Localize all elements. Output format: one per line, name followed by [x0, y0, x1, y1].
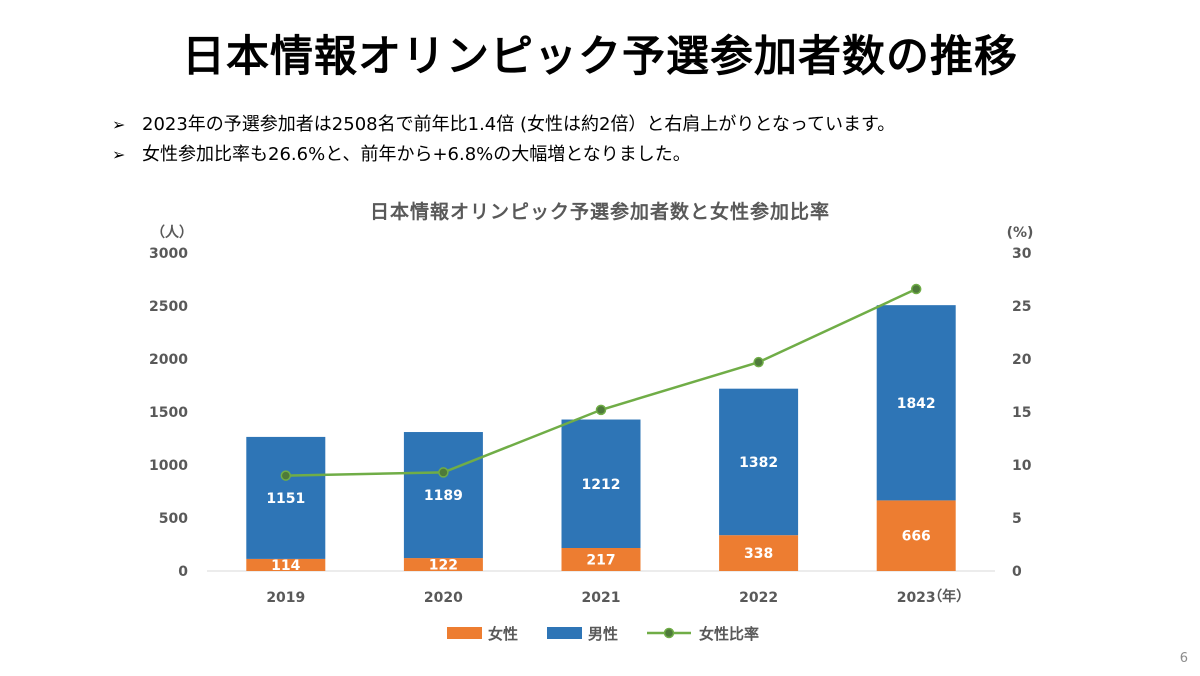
y-axis-left-tick-label: 1000 — [149, 458, 188, 474]
bar-female — [561, 547, 641, 571]
ratio-point — [910, 283, 922, 295]
bar-label-male: 1189 — [424, 488, 463, 504]
bullet-list: ➢ 2023年の予選参加者は2508名で前年比1.4倍 (女性は約2倍）と右肩上… — [112, 110, 895, 170]
y-axis-left-tick-label: 3000 — [149, 246, 188, 262]
y-axis-left-tick-label: 0 — [178, 564, 188, 580]
x-axis-tick-label: 2021 — [582, 590, 621, 606]
bar-label-male: 1151 — [266, 491, 305, 507]
bar-male — [719, 388, 799, 536]
bar-label-female: 217 — [586, 552, 615, 568]
bar-label-female: 114 — [271, 558, 300, 574]
y-axis-right-tick-label: 15 — [1012, 405, 1031, 421]
chart-ratio-line — [280, 283, 922, 481]
y-axis-right-label: (%) — [1007, 225, 1034, 241]
chart-legend: 女性 男性 女性比率 — [447, 625, 759, 643]
bar-male — [561, 419, 641, 548]
ratio-point — [438, 467, 449, 478]
legend-label: 男性 — [588, 625, 618, 643]
bullet-text: 2023年の予選参加者は2508名で前年比1.4倍 (女性は約2倍）と右肩上がり… — [142, 114, 896, 135]
y-axis-right-tick-label: 0 — [1012, 564, 1022, 580]
x-axis-tick-label: 2019 — [266, 590, 305, 606]
y-axis-left-tick-label: 500 — [159, 511, 188, 527]
bar-label-female: 338 — [744, 546, 773, 562]
slide-title: 日本情報オリンピック予選参加者数の推移 — [182, 32, 1018, 82]
chart-title: 日本情報オリンピック予選参加者数と女性参加比率 — [370, 200, 830, 223]
y-axis-right-tick-label: 10 — [1012, 458, 1032, 474]
x-axis-tick-label: 2020 — [424, 590, 463, 606]
bar-female — [246, 558, 326, 571]
chart-bars: 114 1151 122 1189 217 1212 338 1382 666 1842 — [246, 305, 956, 574]
y-axis-right-tick-label: 20 — [1012, 352, 1032, 368]
y-axis-right-tick-label: 25 — [1012, 299, 1031, 315]
legend-marker — [663, 627, 675, 639]
bullet-item: ➢ 女性参加比率も26.6%と、前年から+6.8%の大幅増となりました。 — [112, 140, 895, 170]
chart-axes: 0 500 1000 1500 2000 2500 3000 0 5 10 15 20 25 30 2019… — [149, 246, 1032, 606]
bar-label-male: 1212 — [582, 477, 621, 493]
bullet-arrow-icon: ➢ — [112, 145, 126, 164]
bullet-text: 女性参加比率も26.6%と、前年から+6.8%の大幅増となりました。 — [142, 144, 691, 165]
ratio-point — [595, 404, 607, 416]
bar-label-female: 122 — [429, 558, 458, 574]
bar-male — [246, 436, 326, 559]
y-axis-left-label: （人） — [151, 224, 193, 241]
y-axis-right-tick-label: 5 — [1012, 511, 1022, 527]
y-axis-left-tick-label: 2500 — [149, 299, 188, 315]
bar-label-female: 666 — [902, 529, 931, 545]
bar-label-male: 1842 — [897, 396, 936, 412]
legend-swatch — [547, 627, 582, 639]
x-axis-tick-label: 2022 — [739, 590, 778, 606]
bar-male — [403, 432, 483, 559]
bar-female — [876, 500, 956, 571]
bullet-arrow-icon: ➢ — [112, 115, 126, 134]
y-axis-right-tick-label: 30 — [1012, 246, 1032, 262]
page-number: 6 — [1179, 651, 1188, 666]
bullet-item: ➢ 2023年の予選参加者は2508名で前年比1.4倍 (女性は約2倍）と右肩上… — [112, 110, 895, 140]
bar-female — [719, 535, 799, 571]
ratio-point — [280, 470, 292, 481]
ratio-point — [753, 356, 764, 368]
legend-label: 女性 — [488, 625, 518, 643]
bar-female — [403, 558, 483, 571]
legend-label: 女性比率 — [699, 625, 759, 643]
bar-male — [876, 305, 956, 501]
y-axis-left-tick-label: 2000 — [149, 352, 188, 368]
y-axis-left-tick-label: 1500 — [149, 405, 188, 421]
bar-label-male: 1382 — [739, 455, 778, 471]
legend-swatch — [447, 627, 482, 639]
x-axis-label: （年） — [928, 588, 970, 605]
x-axis-tick-label: 2023 — [897, 590, 936, 606]
